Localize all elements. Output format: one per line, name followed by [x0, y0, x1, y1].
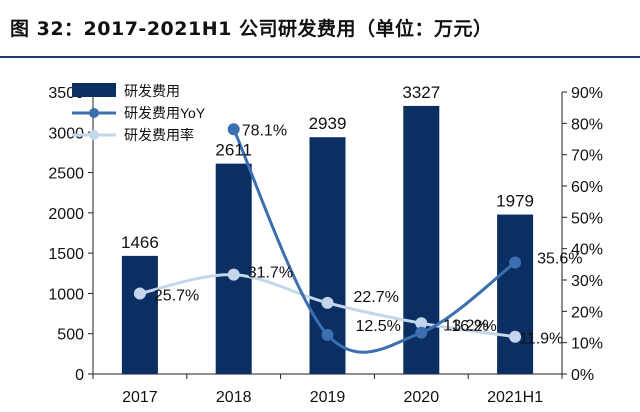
yoy-point	[227, 123, 240, 136]
y-right-tick-label: 10%	[571, 336, 603, 353]
legend-label: 研发费用YoY	[124, 105, 206, 121]
y-left-tick-label: 500	[57, 327, 84, 344]
y-right-tick-label: 50%	[571, 210, 603, 227]
rate-data-label: 25.7%	[154, 287, 199, 304]
yoy-point	[509, 256, 522, 269]
title-rule	[0, 56, 640, 58]
bar-data-label: 2611	[215, 141, 252, 160]
bar	[497, 214, 534, 374]
y-left-tick-label: 1500	[48, 246, 84, 263]
y-left-tick-label: 2500	[48, 166, 84, 183]
rate-data-label: 22.7%	[354, 289, 399, 306]
rate-data-label: 31.7%	[248, 265, 293, 282]
yoy-line	[232, 128, 516, 354]
yoy-data-label: 13.2%	[443, 318, 488, 335]
legend-marker-rate	[89, 130, 99, 140]
rate-data-label: 16.2%	[451, 318, 496, 335]
y-right-tick-label: 30%	[571, 273, 603, 290]
legend-label: 研发费用率	[124, 127, 194, 143]
bar	[121, 255, 158, 374]
y-right-tick-label: 80%	[571, 116, 603, 133]
rate-point	[133, 287, 146, 300]
rate-point	[509, 330, 522, 343]
x-tick-label: 2021H1	[487, 389, 543, 406]
legend-marker-yoy	[89, 108, 99, 118]
yoy-data-label: 78.1%	[242, 122, 287, 139]
y-left-tick-label: 2000	[48, 206, 84, 223]
yoy-point	[415, 326, 428, 339]
x-tick-label: 2019	[310, 389, 346, 406]
legend-label: 研发费用	[124, 83, 180, 99]
yoy-data-label: 12.5%	[356, 318, 401, 335]
x-tick-label: 2017	[122, 389, 158, 406]
y-right-tick-label: 0%	[571, 367, 594, 384]
legend-swatch-bar	[72, 83, 116, 97]
y-right-tick-label: 70%	[571, 148, 603, 165]
x-tick-label: 2018	[216, 389, 252, 406]
bar-data-label: 1979	[496, 192, 534, 211]
y-right-tick-label: 40%	[571, 242, 603, 259]
rate-data-label: 11.9%	[519, 331, 563, 348]
y-right-tick-label: 90%	[571, 85, 603, 102]
y-right-tick-label: 60%	[571, 179, 603, 196]
yoy-point	[321, 328, 334, 341]
x-tick-label: 2020	[404, 389, 440, 406]
y-left-tick-label: 3000	[48, 125, 84, 142]
yoy-data-label: 35.6%	[537, 250, 582, 267]
rate-point	[227, 268, 240, 281]
rate-point	[321, 296, 334, 309]
bar-data-label: 1466	[121, 233, 159, 252]
y-right-tick-label: 20%	[571, 304, 603, 321]
y-left-tick-label: 1000	[48, 286, 84, 303]
figure-title: 图 32：2017-2021H1 公司研发费用（单位：万元）	[10, 18, 493, 40]
bar-data-label: 2939	[309, 114, 347, 133]
y-left-tick-label: 0	[75, 367, 84, 384]
rate-point	[415, 317, 428, 330]
bar-data-label: 3327	[402, 83, 440, 102]
